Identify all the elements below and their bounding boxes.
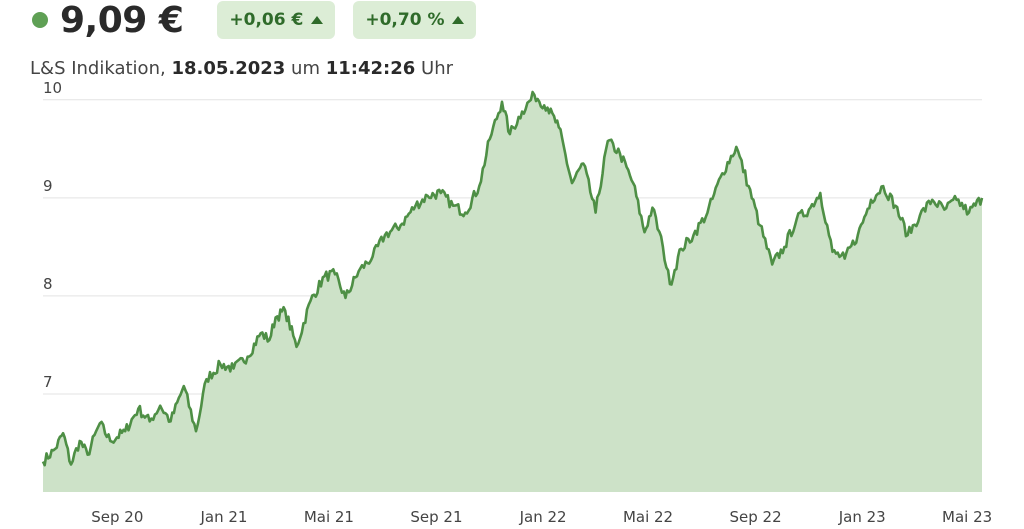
change-absolute-badge: +0,06 € <box>217 1 336 39</box>
x-tick-label: Mai 21 <box>304 508 354 526</box>
uhr-label: Uhr <box>421 58 453 79</box>
quote-date: 18.05.2023 <box>171 58 286 79</box>
indikation-label: L&S Indikation, <box>30 58 166 79</box>
x-axis-ticks: Sep 20 Jan 21 Mai 21 Sep 21 Jan 22 Mai 22 Sep … <box>91 508 992 526</box>
x-tick-label: Mai 23 <box>942 508 992 526</box>
quote-time: 11:42:26 <box>325 58 416 79</box>
x-tick-label: Mai 22 <box>623 508 673 526</box>
y-tick-label: 8 <box>43 275 53 293</box>
change-percent-badge: +0,70 % <box>353 1 477 39</box>
y-tick-label: 10 <box>43 79 62 97</box>
x-tick-label: Sep 20 <box>91 508 143 526</box>
current-price: 9,09 € <box>60 0 184 41</box>
y-tick-label: 9 <box>43 177 53 195</box>
quote-timestamp: L&S Indikation, 18.05.2023 um 11:42:26 U… <box>30 58 453 79</box>
price-line <box>41 90 984 467</box>
x-tick-label: Sep 22 <box>729 508 781 526</box>
price-header: 9,09 € +0,06 € +0,70 % <box>32 0 494 41</box>
up-triangle-icon <box>311 16 324 24</box>
x-tick-label: Jan 22 <box>519 508 567 526</box>
x-tick-label: Sep 21 <box>410 508 462 526</box>
x-tick-label: Jan 23 <box>838 508 886 526</box>
um-label: um <box>291 58 320 79</box>
x-tick-label: Jan 21 <box>199 508 247 526</box>
up-triangle-icon <box>452 16 465 24</box>
change-absolute-value: +0,06 € <box>229 10 304 30</box>
y-tick-label: 7 <box>43 373 53 391</box>
live-status-dot <box>32 12 48 28</box>
change-percent-value: +0,70 % <box>365 10 445 30</box>
price-area-fill <box>43 92 982 492</box>
y-axis-ticks: 7 8 9 10 <box>43 79 62 391</box>
